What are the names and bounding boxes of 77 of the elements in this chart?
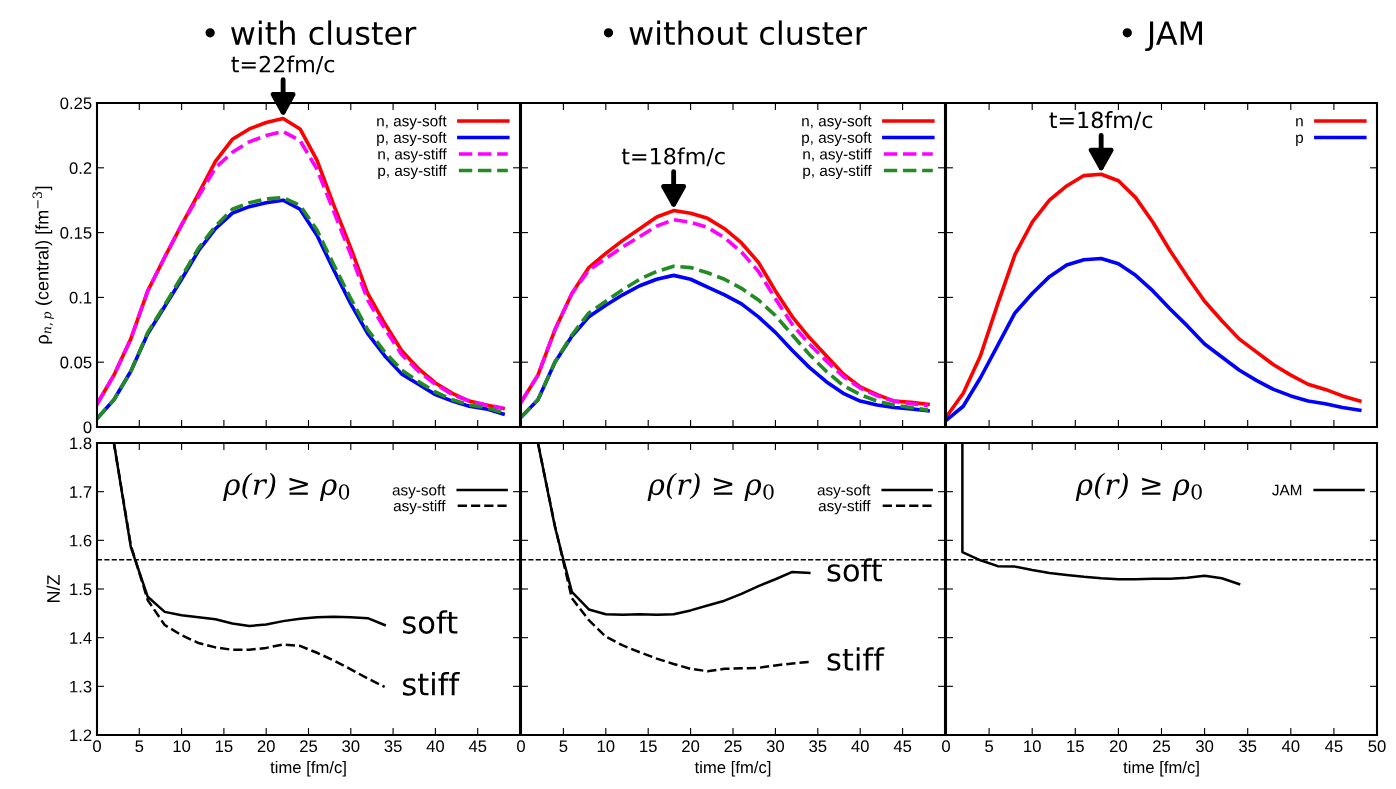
chart-title: • JAM bbox=[1122, 21, 1203, 52]
x-tick-label: 30 bbox=[766, 740, 785, 753]
x-tick-label: 20 bbox=[257, 740, 275, 753]
y-axis-title: ρ$_{n,p}$ (central) [fm$^{−3}$] bbox=[32, 186, 54, 344]
x-tick-label: 0 bbox=[942, 740, 950, 753]
y-tick-label: 1.2 bbox=[70, 729, 92, 742]
y-tick-label: 0.15 bbox=[60, 227, 92, 239]
x-tick-label: 10 bbox=[1024, 740, 1041, 753]
x-tick-label: 30 bbox=[342, 740, 360, 753]
annotation: ρ(r) ≥ ρ$_{0}$ bbox=[647, 472, 774, 501]
annotation: t=18fm/c bbox=[621, 147, 725, 167]
legend-label: asy-stiff bbox=[818, 500, 871, 515]
x-tick-label: 0 bbox=[93, 740, 101, 753]
annotation: stiff bbox=[827, 647, 885, 671]
y-tick-label: 1.5 bbox=[70, 583, 92, 596]
chart-title: • without cluster bbox=[603, 20, 867, 46]
x-tick-label: 40 bbox=[851, 740, 869, 753]
x-tick-label: 50 bbox=[1368, 740, 1386, 753]
x-tick-label: 40 bbox=[426, 740, 445, 753]
legend-label: JAM bbox=[1272, 484, 1302, 496]
x-tick-label: 30 bbox=[1195, 740, 1214, 753]
x-tick-label: 15 bbox=[215, 740, 233, 753]
annotation: ρ(r) ≥ ρ$_{0}$ bbox=[223, 472, 350, 501]
legend-label: p bbox=[1296, 134, 1304, 146]
annotation: soft bbox=[827, 558, 883, 582]
legend-label: asy-soft bbox=[392, 484, 446, 499]
y-tick-label: 0.2 bbox=[69, 162, 92, 174]
chart-title: • with cluster bbox=[205, 20, 417, 46]
x-tick-label: 45 bbox=[1325, 740, 1343, 753]
x-tick-label: 35 bbox=[809, 740, 827, 753]
x-tick-label: 45 bbox=[468, 740, 487, 753]
x-tick-label: 10 bbox=[173, 740, 191, 753]
y-tick-label: 0.05 bbox=[60, 356, 92, 369]
x-tick-label: 20 bbox=[682, 740, 700, 753]
legend-label: asy-soft bbox=[817, 484, 871, 499]
annotation: ρ(r) ≥ ρ$_{0}$ bbox=[1075, 472, 1202, 501]
x-tick-label: 25 bbox=[300, 740, 318, 753]
x-axis-title: time [fm/c] bbox=[694, 760, 771, 777]
x-tick-label: 25 bbox=[1153, 740, 1171, 753]
y-axis-title: N/Z bbox=[46, 575, 60, 603]
annotation: t=18fm/c bbox=[1049, 111, 1153, 131]
x-axis-title: time [fm/c] bbox=[270, 760, 346, 777]
annotation: soft bbox=[402, 610, 458, 634]
y-tick-label: 1.8 bbox=[70, 437, 92, 450]
y-tick-label: 1.3 bbox=[70, 680, 92, 693]
legend-label: n, asy-stiff bbox=[803, 148, 872, 163]
y-tick-label: 0.1 bbox=[69, 291, 92, 304]
x-tick-label: 40 bbox=[1281, 740, 1300, 753]
x-tick-label: 15 bbox=[1067, 740, 1084, 753]
y-tick-label: 0.25 bbox=[60, 97, 92, 110]
y-tick-label: 1.7 bbox=[70, 486, 92, 498]
legend-label: p, asy-stiff bbox=[803, 164, 872, 180]
x-tick-label: 5 bbox=[559, 740, 568, 753]
x-tick-label: 15 bbox=[640, 740, 657, 753]
x-axis-title: time [fm/c] bbox=[1123, 760, 1199, 777]
x-tick-label: 35 bbox=[1239, 740, 1257, 753]
legend-label: n, asy-stiff bbox=[378, 148, 447, 163]
x-tick-label: 45 bbox=[893, 740, 912, 753]
y-tick-label: 1.4 bbox=[70, 632, 92, 644]
legend-label: asy-stiff bbox=[393, 500, 446, 515]
y-tick-label: 0 bbox=[83, 421, 92, 434]
legend-label: n bbox=[1296, 118, 1303, 127]
x-tick-label: 20 bbox=[1109, 740, 1128, 753]
legend-label: p, asy-soft bbox=[802, 131, 872, 146]
x-tick-label: 35 bbox=[384, 740, 402, 753]
x-tick-label: 5 bbox=[985, 740, 994, 753]
legend-label: n, asy-soft bbox=[377, 115, 447, 130]
annotation: stiff bbox=[402, 672, 460, 696]
legend-label: p, asy-stiff bbox=[378, 164, 447, 180]
y-tick-label: 1.6 bbox=[70, 534, 92, 547]
x-tick-label: 5 bbox=[135, 740, 144, 753]
x-tick-label: 10 bbox=[597, 740, 615, 753]
x-tick-label: 0 bbox=[517, 740, 525, 753]
legend-label: n, asy-soft bbox=[802, 115, 872, 130]
x-tick-label: 25 bbox=[724, 740, 742, 753]
legend-label: p, asy-soft bbox=[377, 131, 447, 146]
annotation: t=22fm/c bbox=[231, 55, 335, 75]
